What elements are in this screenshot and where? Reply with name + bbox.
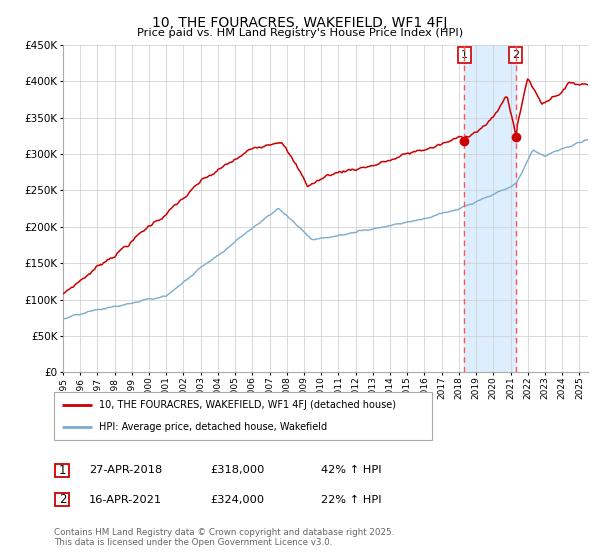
FancyBboxPatch shape xyxy=(55,464,70,477)
FancyBboxPatch shape xyxy=(54,392,432,440)
Text: Contains HM Land Registry data © Crown copyright and database right 2025.
This d: Contains HM Land Registry data © Crown c… xyxy=(54,528,394,547)
Text: 16-APR-2021: 16-APR-2021 xyxy=(89,494,162,505)
Text: 10, THE FOURACRES, WAKEFIELD, WF1 4FJ (detached house): 10, THE FOURACRES, WAKEFIELD, WF1 4FJ (d… xyxy=(100,400,397,410)
Text: Price paid vs. HM Land Registry's House Price Index (HPI): Price paid vs. HM Land Registry's House … xyxy=(137,28,463,38)
Text: 27-APR-2018: 27-APR-2018 xyxy=(89,465,162,475)
Text: £324,000: £324,000 xyxy=(210,494,264,505)
Text: £318,000: £318,000 xyxy=(210,465,265,475)
Text: 2: 2 xyxy=(512,50,519,60)
Text: 1: 1 xyxy=(59,464,66,477)
FancyBboxPatch shape xyxy=(55,493,70,506)
Text: 10, THE FOURACRES, WAKEFIELD, WF1 4FJ: 10, THE FOURACRES, WAKEFIELD, WF1 4FJ xyxy=(152,16,448,30)
Text: 1: 1 xyxy=(461,50,468,60)
Text: 42% ↑ HPI: 42% ↑ HPI xyxy=(321,465,382,475)
Bar xyxy=(464,45,516,372)
Text: 22% ↑ HPI: 22% ↑ HPI xyxy=(321,494,382,505)
Text: HPI: Average price, detached house, Wakefield: HPI: Average price, detached house, Wake… xyxy=(100,422,328,432)
Text: 2: 2 xyxy=(59,493,66,506)
